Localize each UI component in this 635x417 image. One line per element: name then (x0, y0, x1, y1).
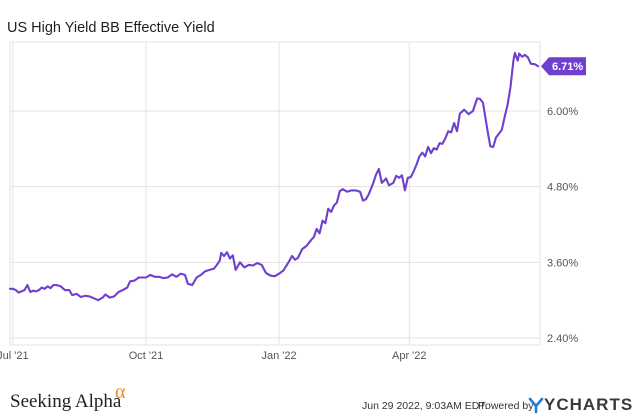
ycharts-logo-icon (528, 397, 544, 414)
line-layer (8, 51, 540, 302)
grid-layer (9, 41, 541, 346)
brand-seeking-alpha: Seeking Alpha (10, 391, 122, 412)
ycharts-wordmark: YCHARTS (544, 395, 633, 414)
y-tick-label: 4.80% (547, 182, 578, 194)
footer: Seeking Alpha α Jun 29 2022, 9:03AM EDT.… (10, 381, 633, 414)
series-line (8, 51, 540, 302)
brand-alpha-symbol: α (115, 381, 126, 403)
plot-frame (9, 41, 541, 346)
x-tick-label: Apr '22 (392, 350, 427, 362)
last-value-badge-shape (541, 57, 586, 76)
footer-timestamp: Jun 29 2022, 9:03AM EDT. (362, 400, 488, 412)
x-tick-label: Jan '22 (261, 350, 296, 362)
y-tick-label: 6.00% (547, 106, 578, 118)
x-tick-label: Oct '21 (129, 350, 164, 362)
y-tick-label: 2.40% (547, 333, 578, 345)
y-tick-label: 3.60% (547, 257, 578, 269)
last-value-badge: 6.71% (541, 57, 586, 76)
footer-powered-by: Powered by (478, 400, 534, 412)
last-value-badge-label: 6.71% (552, 61, 583, 73)
tick-layer: Jul '21 Oct '21 Jan '22 Apr '22 6.00% 4.80% 3.… (0, 106, 578, 362)
chart-title: US High Yield BB Effective Yield (7, 20, 215, 36)
x-tick-label: Jul '21 (0, 350, 29, 362)
